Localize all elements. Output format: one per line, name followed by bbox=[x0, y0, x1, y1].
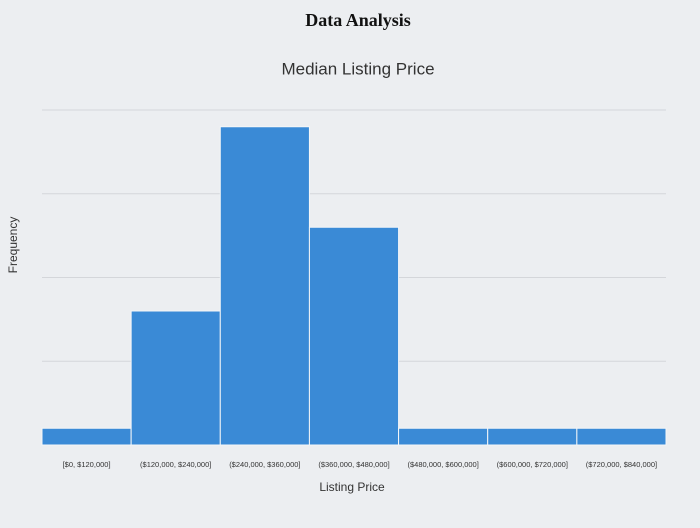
x-tick-label: [$0, $120,000] bbox=[63, 460, 111, 469]
x-tick-label: ($600,000, $720,000] bbox=[497, 460, 568, 469]
x-axis-label: Listing Price bbox=[319, 480, 385, 494]
bar bbox=[308, 226, 400, 446]
x-tick-label: ($120,000, $240,000] bbox=[140, 460, 211, 469]
x-tick-label: ($240,000, $360,000] bbox=[229, 460, 300, 469]
page-title: Data Analysis bbox=[305, 10, 411, 30]
bar bbox=[576, 427, 667, 446]
bar bbox=[487, 427, 578, 446]
bar bbox=[130, 310, 221, 446]
bar bbox=[41, 427, 132, 446]
chart-title: Median Listing Price bbox=[281, 59, 434, 78]
bar bbox=[219, 126, 310, 446]
x-tick-label: ($360,000, $480,000] bbox=[318, 460, 389, 469]
x-tick-label: ($480,000, $600,000] bbox=[407, 460, 478, 469]
y-axis-label: Frequency bbox=[6, 217, 20, 274]
bar bbox=[398, 427, 489, 446]
x-tick-label: ($720,000, $840,000] bbox=[586, 460, 657, 469]
